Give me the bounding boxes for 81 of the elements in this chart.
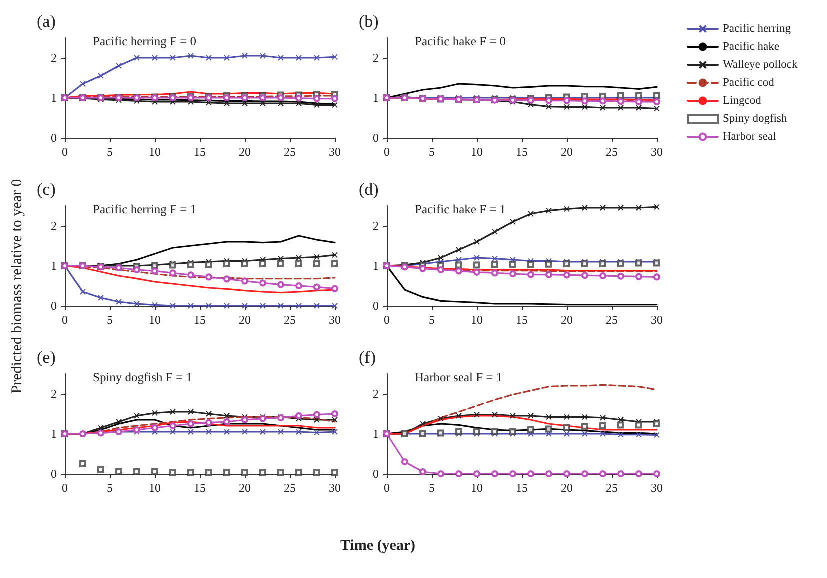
x-tick-label: 25 [284, 481, 296, 495]
x-tick-label: 0 [384, 145, 390, 159]
chart-title: (c) [37, 180, 56, 199]
y-tick-label: 1 [373, 427, 379, 441]
x-tick-label: 0 [384, 313, 390, 327]
x-tick-label: 20 [239, 313, 251, 327]
y-tick-label: 1 [51, 91, 57, 105]
y-tick-label: 0 [51, 299, 57, 313]
x-tick-label: 20 [561, 313, 573, 327]
y-tick-label: 0 [51, 467, 57, 481]
y-tick-label: 2 [373, 51, 379, 65]
x-tick-label: 0 [62, 145, 68, 159]
y-tick-label: 0 [373, 467, 379, 481]
chart-title: (e) [37, 348, 56, 367]
x-tick-label: 30 [651, 481, 663, 495]
y-tick-label: 1 [373, 259, 379, 273]
y-axis-title: Predicted biomass relative to year 0 [10, 178, 26, 396]
x-axis-title: Time (year) [339, 538, 417, 555]
chart-title: (d) [359, 180, 379, 199]
chart-subtitle: Pacific hake F = 1 [415, 202, 506, 216]
x-tick-label: 10 [471, 313, 483, 327]
x-tick-label: 15 [516, 481, 528, 495]
x-tick-label: 25 [606, 313, 618, 327]
y-tick-label: 1 [51, 427, 57, 441]
x-tick-label: 15 [516, 313, 528, 327]
x-tick-label: 15 [194, 313, 206, 327]
legend-label: Walleye pollock [723, 59, 798, 71]
y-tick-label: 1 [373, 91, 379, 105]
x-tick-label: 10 [471, 481, 483, 495]
y-tick-label: 1 [51, 259, 57, 273]
x-tick-label: 25 [606, 145, 618, 159]
x-tick-label: 30 [329, 313, 341, 327]
chart-title: (a) [37, 12, 56, 31]
x-tick-label: 5 [429, 313, 435, 327]
x-tick-label: 15 [516, 145, 528, 159]
x-tick-label: 30 [651, 313, 663, 327]
y-tick-label: 2 [373, 387, 379, 401]
x-tick-label: 25 [284, 313, 296, 327]
x-tick-label: 20 [239, 145, 251, 159]
x-tick-label: 0 [62, 481, 68, 495]
y-tick-label: 2 [51, 51, 57, 65]
legend-label: Lingcod [723, 95, 762, 107]
x-tick-label: 5 [107, 145, 113, 159]
y-tick-label: 0 [51, 131, 57, 145]
x-tick-label: 30 [329, 481, 341, 495]
x-tick-label: 5 [429, 481, 435, 495]
chart-subtitle: Pacific hake F = 0 [415, 34, 506, 48]
x-tick-label: 0 [384, 481, 390, 495]
legend-label: Spiny dogfish [723, 113, 788, 125]
x-tick-label: 20 [561, 481, 573, 495]
x-tick-label: 10 [149, 145, 161, 159]
chart-subtitle: Spiny dogfish F = 1 [93, 370, 192, 384]
x-tick-label: 25 [606, 481, 618, 495]
x-tick-label: 5 [107, 313, 113, 327]
x-tick-label: 5 [107, 481, 113, 495]
chart-subtitle: Harbor seal F = 1 [415, 370, 503, 384]
x-tick-label: 0 [62, 313, 68, 327]
chart-title: (f) [359, 348, 376, 367]
y-tick-label: 0 [373, 131, 379, 145]
chart-subtitle: Pacific herring F = 0 [93, 34, 197, 48]
legend-label: Pacific cod [723, 77, 775, 89]
x-tick-label: 30 [651, 145, 663, 159]
x-tick-label: 15 [194, 145, 206, 159]
x-tick-label: 25 [284, 145, 296, 159]
legend-label: Harbor seal [723, 131, 776, 143]
legend-label: Pacific hake [723, 41, 780, 53]
chart-subtitle: Pacific herring F = 1 [93, 202, 197, 216]
y-tick-label: 0 [373, 299, 379, 313]
x-tick-label: 15 [194, 481, 206, 495]
y-tick-label: 2 [51, 219, 57, 233]
x-tick-label: 20 [239, 481, 251, 495]
x-tick-label: 10 [149, 313, 161, 327]
x-tick-label: 10 [149, 481, 161, 495]
x-tick-label: 10 [471, 145, 483, 159]
chart-title: (b) [359, 12, 379, 31]
x-tick-label: 20 [561, 145, 573, 159]
y-tick-label: 2 [373, 219, 379, 233]
x-tick-label: 30 [329, 145, 341, 159]
legend-label: Pacific herring [723, 23, 792, 35]
y-tick-label: 2 [51, 387, 57, 401]
x-tick-label: 5 [429, 145, 435, 159]
